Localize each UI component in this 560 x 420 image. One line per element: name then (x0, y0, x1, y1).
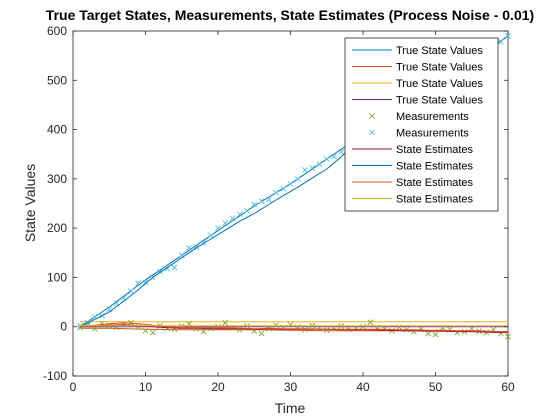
x-tick-label: 30 (284, 380, 298, 394)
x-tick-label: 0 (70, 380, 77, 394)
measurement-point-5 (294, 175, 301, 182)
y-tick-label: 200 (47, 221, 67, 235)
measurement-point-4 (432, 331, 439, 338)
y-tick-label: -100 (43, 369, 67, 383)
measurement-point-5 (273, 189, 279, 196)
y-axis-label: State Values (22, 164, 38, 242)
measurement-point-5 (302, 167, 308, 173)
y-tick-label: 600 (47, 24, 67, 38)
measurement-point-4 (258, 330, 265, 337)
measurement-point-5 (229, 215, 236, 222)
measurement-point-5 (265, 196, 272, 203)
measurement-point-4 (316, 325, 323, 332)
legend-label: True State Values (396, 45, 483, 57)
legend-label: State Estimates (396, 144, 474, 156)
legend-marker (369, 129, 375, 136)
x-tick-label: 50 (429, 380, 443, 394)
measurement-point-5 (258, 198, 265, 204)
measurement-point-4 (91, 325, 98, 332)
measurement-point-5 (331, 153, 337, 160)
y-tick-label: 500 (47, 73, 67, 87)
measurement-point-5 (186, 244, 192, 251)
measurement-point-4 (200, 328, 207, 335)
measurement-point-4 (505, 333, 511, 340)
measurement-point-4 (222, 319, 229, 326)
measurement-point-5 (309, 165, 316, 171)
measurement-point-4 (135, 323, 142, 330)
x-tick-label: 10 (139, 380, 153, 394)
legend-label: True State Values (396, 62, 483, 74)
series-line-7 (80, 141, 357, 328)
legend: True State Values True State Values True S… (344, 37, 499, 212)
y-tick-label: 300 (47, 172, 67, 186)
x-tick-label: 20 (211, 380, 225, 394)
measurement-point-4 (338, 323, 345, 330)
measurement-point-4 (360, 323, 366, 330)
measurement-point-4 (128, 319, 134, 326)
legend-label: State Estimates (396, 194, 474, 206)
measurement-point-5 (142, 279, 149, 286)
chart-title: True Target States, Measurements, State … (46, 7, 534, 23)
x-axis-label: Time (275, 400, 306, 416)
measurement-point-5 (287, 180, 294, 187)
measurement-point-4 (287, 321, 294, 328)
measurement-point-4 (367, 319, 374, 326)
measurement-point-4 (425, 330, 432, 337)
measurement-point-5 (77, 322, 84, 329)
measurement-point-4 (142, 327, 149, 334)
measurement-point-5 (497, 38, 504, 45)
legend-label: True State Values (396, 78, 483, 90)
measurement-point-5 (207, 232, 214, 239)
legend-label: State Estimates (396, 177, 474, 189)
y-tick-label: 400 (47, 123, 67, 137)
measurement-point-5 (323, 156, 330, 163)
measurement-point-5 (338, 148, 345, 155)
y-tick-label: 0 (60, 320, 67, 334)
y-tick-label: 100 (47, 270, 67, 284)
x-tick-label: 40 (356, 380, 370, 394)
x-tick-label: 60 (501, 380, 515, 394)
measurement-point-5 (251, 201, 258, 208)
measurement-point-5 (505, 33, 511, 39)
measurement-point-4 (149, 329, 156, 336)
measurement-point-5 (128, 288, 134, 295)
measurement-point-5 (135, 280, 142, 287)
measurement-point-5 (171, 264, 178, 271)
measurement-point-5 (236, 211, 243, 218)
measurement-point-5 (280, 185, 287, 192)
legend-marker (369, 113, 375, 119)
measurement-point-5 (222, 220, 229, 227)
legend-label: Measurements (396, 111, 469, 123)
measurement-point-5 (244, 207, 250, 214)
legend-label: Measurements (396, 128, 469, 140)
legend-label: State Estimates (396, 161, 474, 173)
measurement-point-4 (323, 327, 330, 334)
measurement-point-5 (316, 161, 323, 167)
legend-label: True State Values (396, 95, 483, 107)
measurement-point-5 (215, 225, 221, 232)
legend-entries: True State Values True State Values True S… (352, 45, 483, 206)
